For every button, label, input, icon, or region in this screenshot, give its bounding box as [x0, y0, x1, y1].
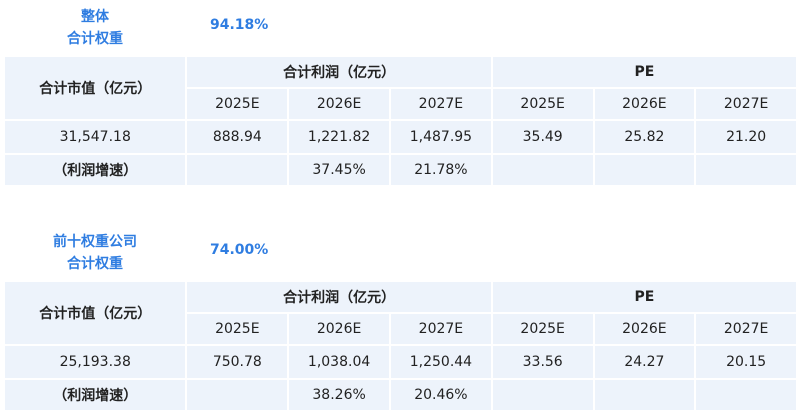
growth-2025 — [187, 380, 288, 410]
pe-year-2026: 2026E — [594, 89, 695, 119]
profit-2025: 888.94 — [187, 121, 288, 153]
pe-year-2026: 2026E — [594, 314, 695, 344]
profit-2027: 1,250.44 — [391, 346, 491, 378]
section-label-line2: 合计权重 — [67, 31, 123, 47]
pe-header: PE — [492, 57, 796, 87]
section-label-line1: 前十权重公司 — [53, 234, 137, 250]
growth-label: （利润增速） — [5, 155, 186, 185]
growth-label: （利润增速） — [5, 380, 186, 410]
market-cap-value: 31,547.18 — [5, 121, 186, 153]
valuation-table: 合计市值（亿元） 合计利润（亿元） PE 2025E 2026E 2027E 2… — [3, 280, 798, 412]
pe-2025: 35.49 — [492, 121, 593, 153]
overall-section: 整体 合计权重 94.18% 合计市值（亿元） 合计利润（亿元） PE 2025… — [5, 0, 798, 187]
pe-2025: 33.56 — [492, 346, 593, 378]
market-cap-header: 合计市值（亿元） — [5, 282, 186, 344]
profit-year-2026: 2026E — [289, 314, 389, 344]
empty-cell — [594, 155, 695, 185]
section-label: 前十权重公司 合计权重 — [25, 231, 165, 275]
profit-header: 合计利润（亿元） — [187, 282, 491, 312]
profit-year-2026: 2026E — [289, 89, 389, 119]
growth-2027: 21.78% — [391, 155, 491, 185]
pe-year-2025: 2025E — [492, 314, 593, 344]
profit-year-2025: 2025E — [187, 314, 288, 344]
top-ten-section: 前十权重公司 合计权重 74.00% 合计市值（亿元） 合计利润（亿元） PE … — [5, 225, 798, 412]
pe-header: PE — [492, 282, 796, 312]
profit-2027: 1,487.95 — [391, 121, 491, 153]
profit-year-2027: 2027E — [391, 89, 491, 119]
section-header: 整体 合计权重 94.18% — [5, 0, 798, 55]
market-cap-value: 25,193.38 — [5, 346, 186, 378]
section-header: 前十权重公司 合计权重 74.00% — [5, 225, 798, 280]
section-label-line1: 整体 — [81, 9, 109, 25]
pe-year-2027: 2027E — [696, 89, 796, 119]
empty-cell — [696, 380, 796, 410]
pe-2026: 25.82 — [594, 121, 695, 153]
empty-cell — [492, 380, 593, 410]
growth-2027: 20.46% — [391, 380, 491, 410]
profit-2025: 750.78 — [187, 346, 288, 378]
growth-2026: 37.45% — [289, 155, 389, 185]
valuation-table: 合计市值（亿元） 合计利润（亿元） PE 2025E 2026E 2027E 2… — [3, 55, 798, 187]
pe-year-2027: 2027E — [696, 314, 796, 344]
pe-2026: 24.27 — [594, 346, 695, 378]
profit-2026: 1,038.04 — [289, 346, 389, 378]
pe-2027: 21.20 — [696, 121, 796, 153]
profit-year-2025: 2025E — [187, 89, 288, 119]
empty-cell — [594, 380, 695, 410]
growth-2025 — [187, 155, 288, 185]
pe-2027: 20.15 — [696, 346, 796, 378]
section-weight-percent: 94.18% — [210, 17, 269, 33]
section-weight-percent: 74.00% — [210, 242, 269, 258]
empty-cell — [492, 155, 593, 185]
market-cap-header: 合计市值（亿元） — [5, 57, 186, 119]
empty-cell — [696, 155, 796, 185]
pe-year-2025: 2025E — [492, 89, 593, 119]
growth-2026: 38.26% — [289, 380, 389, 410]
profit-2026: 1,221.82 — [289, 121, 389, 153]
profit-header: 合计利润（亿元） — [187, 57, 491, 87]
profit-year-2027: 2027E — [391, 314, 491, 344]
section-label-line2: 合计权重 — [67, 256, 123, 272]
section-label: 整体 合计权重 — [25, 6, 165, 50]
